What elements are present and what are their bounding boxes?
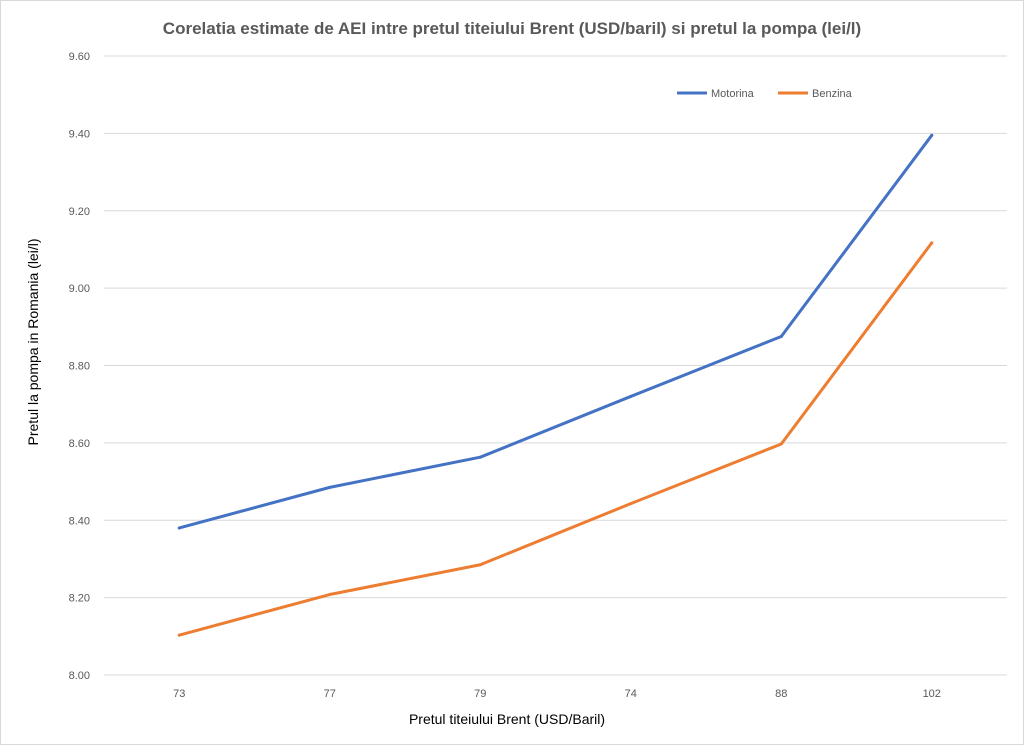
y-tick-label: 9.40 bbox=[69, 128, 90, 140]
x-axis-title: Pretul titeiului Brent (USD/Baril) bbox=[409, 711, 605, 727]
x-tick-label: 79 bbox=[474, 688, 486, 700]
legend-label-motorina: Motorina bbox=[711, 88, 755, 100]
series-line-benzina bbox=[177, 241, 934, 637]
y-tick-label: 9.20 bbox=[69, 206, 90, 218]
x-tick-label: 77 bbox=[324, 688, 336, 700]
series-line-motorina bbox=[177, 133, 934, 530]
data-point-motorina bbox=[177, 526, 181, 530]
data-point-benzina bbox=[930, 241, 934, 245]
data-point-motorina bbox=[478, 455, 482, 459]
y-tick-label: 8.80 bbox=[69, 361, 90, 373]
y-tick-label: 9.00 bbox=[69, 283, 90, 295]
data-point-benzina bbox=[328, 593, 332, 597]
data-point-benzina bbox=[177, 633, 181, 637]
data-point-motorina bbox=[629, 394, 633, 398]
data-point-motorina bbox=[328, 485, 332, 489]
gridlines bbox=[104, 55, 1007, 676]
y-tick-label: 8.60 bbox=[69, 438, 90, 450]
data-point-benzina bbox=[779, 442, 783, 446]
data-point-motorina bbox=[779, 334, 783, 338]
x-tick-label: 74 bbox=[625, 688, 637, 700]
y-tick-label: 8.40 bbox=[69, 515, 90, 527]
y-tick-label: 9.60 bbox=[69, 51, 90, 63]
legend: Motorina Benzina bbox=[677, 88, 853, 100]
y-tick-label: 8.20 bbox=[69, 593, 90, 605]
x-axis-tick-labels: 73 77 79 74 88 102 bbox=[173, 688, 941, 700]
x-tick-label: 88 bbox=[775, 688, 787, 700]
chart-title: Corelatia estimate de AEI intre pretul t… bbox=[163, 19, 861, 38]
y-tick-label: 8.00 bbox=[69, 670, 90, 682]
y-axis-tick-labels: 8.00 8.20 8.40 8.60 8.80 9.00 9.20 9.40 9.60 bbox=[69, 51, 90, 682]
data-point-benzina bbox=[478, 563, 482, 567]
y-axis-title: Pretul la pompa in Romania (lei/l) bbox=[25, 239, 41, 446]
x-tick-label: 73 bbox=[173, 688, 185, 700]
x-tick-label: 102 bbox=[923, 688, 941, 700]
series-lines bbox=[177, 133, 934, 637]
data-point-benzina bbox=[629, 502, 633, 506]
legend-label-benzina: Benzina bbox=[812, 88, 853, 100]
data-point-motorina bbox=[930, 133, 934, 137]
